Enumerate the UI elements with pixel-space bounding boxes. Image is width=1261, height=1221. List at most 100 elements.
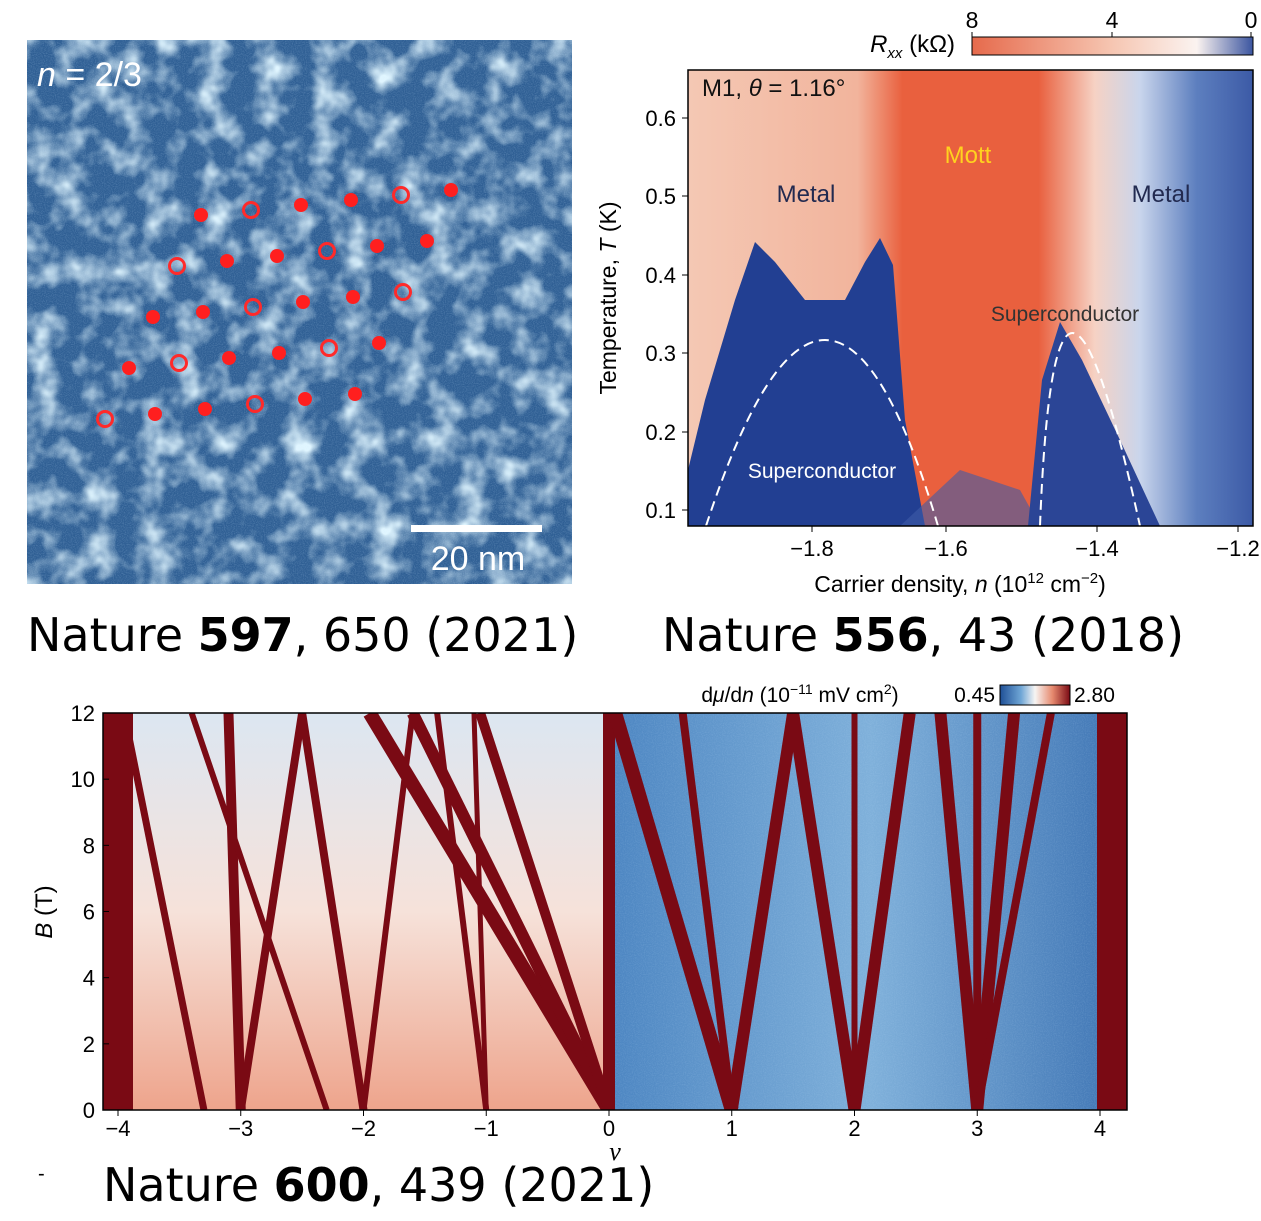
x-tick-label: −2 <box>351 1116 376 1141</box>
site-ring <box>168 257 186 275</box>
site-dot <box>222 351 236 365</box>
annotation: Metal <box>1132 181 1191 208</box>
site-dot <box>148 407 162 421</box>
y-tick-label: 0 <box>83 1098 95 1123</box>
x-tick-label: −4 <box>105 1116 130 1141</box>
colorbar-min: 0.45 <box>954 684 995 707</box>
site-dot <box>420 234 434 248</box>
fan-stripe <box>360 713 416 1110</box>
annotation: Mott <box>945 142 992 169</box>
scale-bar-label: 20 nm <box>431 540 526 578</box>
colorbar-tick-label: 8 <box>966 7 979 33</box>
citation: Nature 556, 43 (2018) <box>662 608 1185 662</box>
y-tick-label: 8 <box>83 833 95 858</box>
fan-stripe <box>434 713 490 1110</box>
site-dot <box>270 249 284 263</box>
fan-stripe <box>188 713 330 1110</box>
colorbar-label: Rxx (kΩ) <box>870 31 955 62</box>
site-dot <box>346 290 360 304</box>
annotation: Metal <box>777 181 836 208</box>
site-dot <box>344 193 358 207</box>
fan-stripe <box>471 713 489 1110</box>
site-ring <box>318 242 336 260</box>
fan-stripe <box>973 713 1055 1110</box>
y-tick-label: 0.1 <box>645 498 676 523</box>
y-tick-label: 4 <box>83 966 95 991</box>
y-tick-label: 0.6 <box>645 106 676 131</box>
annotation: Superconductor <box>991 303 1139 326</box>
fan-stripe <box>934 713 984 1110</box>
fan-stripe <box>475 713 614 1110</box>
site-ring <box>170 354 188 372</box>
site-dot <box>294 198 308 212</box>
lattice-markers <box>96 183 458 428</box>
x-tick-label: 3 <box>971 1116 983 1141</box>
y-tick-label: 0.5 <box>645 184 676 209</box>
annotation: Superconductor <box>748 460 896 483</box>
x-axis-label: ν <box>609 1137 621 1166</box>
site-ring <box>96 410 114 428</box>
citation: Nature 600, 439 (2021) <box>103 1158 655 1212</box>
x-axis-label: Carrier density, n (1012 cm−2) <box>814 570 1106 597</box>
site-ring <box>394 283 412 301</box>
x-tick-label: −1.4 <box>1075 536 1118 561</box>
site-dot <box>348 387 362 401</box>
colorbar <box>999 684 1071 706</box>
site-dot <box>370 239 384 253</box>
y-tick-label: 0.2 <box>645 420 676 445</box>
x-tick-label: 1 <box>726 1116 738 1141</box>
y-axis-label: B (T) <box>31 885 58 938</box>
fan-stripe <box>120 713 208 1110</box>
site-dot <box>196 305 210 319</box>
site-dot <box>272 346 286 360</box>
colorbar-tick-label: 0 <box>1245 7 1258 33</box>
y-axis-label: Temperature, T (K) <box>595 201 621 394</box>
fan-stripe <box>725 713 800 1110</box>
y-tick-label: 0.3 <box>645 341 676 366</box>
site-dot <box>122 361 136 375</box>
colorbar-max: 2.80 <box>1074 684 1115 707</box>
site-dot <box>146 310 160 324</box>
x-tick-label: 4 <box>1094 1116 1106 1141</box>
sample-label: M1, θ = 1.16° <box>702 75 845 102</box>
fan-stripe <box>223 713 246 1110</box>
site-ring <box>242 201 260 219</box>
site-ring <box>320 339 338 357</box>
fan-stripe <box>236 713 307 1110</box>
fan-stripe <box>971 713 1021 1110</box>
citation: Nature 597, 650 (2021) <box>27 608 579 662</box>
site-dot <box>194 208 208 222</box>
site-dot <box>296 295 310 309</box>
x-tick-label: −1.2 <box>1216 536 1259 561</box>
phase-diagram <box>688 70 1253 526</box>
x-tick-label: 2 <box>848 1116 860 1141</box>
site-dot <box>298 392 312 406</box>
fan-stripe <box>298 713 368 1110</box>
x-tick-label: −1 <box>474 1116 499 1141</box>
x-tick-label: −1.6 <box>924 536 967 561</box>
colorbar-label: dμ/dn (10−11 mV cm2) <box>701 681 898 707</box>
plot-frame <box>687 69 1254 527</box>
site-dot <box>220 254 234 268</box>
y-tick-label: 12 <box>71 701 95 726</box>
y-tick-label: 6 <box>83 900 95 925</box>
y-tick-label: 0.4 <box>645 263 676 288</box>
fan-stripe <box>363 713 615 1110</box>
stm-image <box>27 40 572 584</box>
x-tick-label: 0 <box>603 1116 615 1141</box>
y-tick-label: 2 <box>83 1032 95 1057</box>
site-dot <box>444 183 458 197</box>
site-dot <box>198 402 212 416</box>
x-tick-label: −1.8 <box>790 536 833 561</box>
site-ring <box>246 395 264 413</box>
scale-bar <box>411 525 542 532</box>
filling-label: n = 2/3 <box>37 56 142 94</box>
site-dot <box>372 336 386 350</box>
fan-stripe <box>848 713 916 1110</box>
y-tick-label: 10 <box>71 767 95 792</box>
colorbar <box>971 36 1254 56</box>
fan-stripe <box>608 713 739 1110</box>
colorbar-tick-label: 4 <box>1106 7 1119 33</box>
